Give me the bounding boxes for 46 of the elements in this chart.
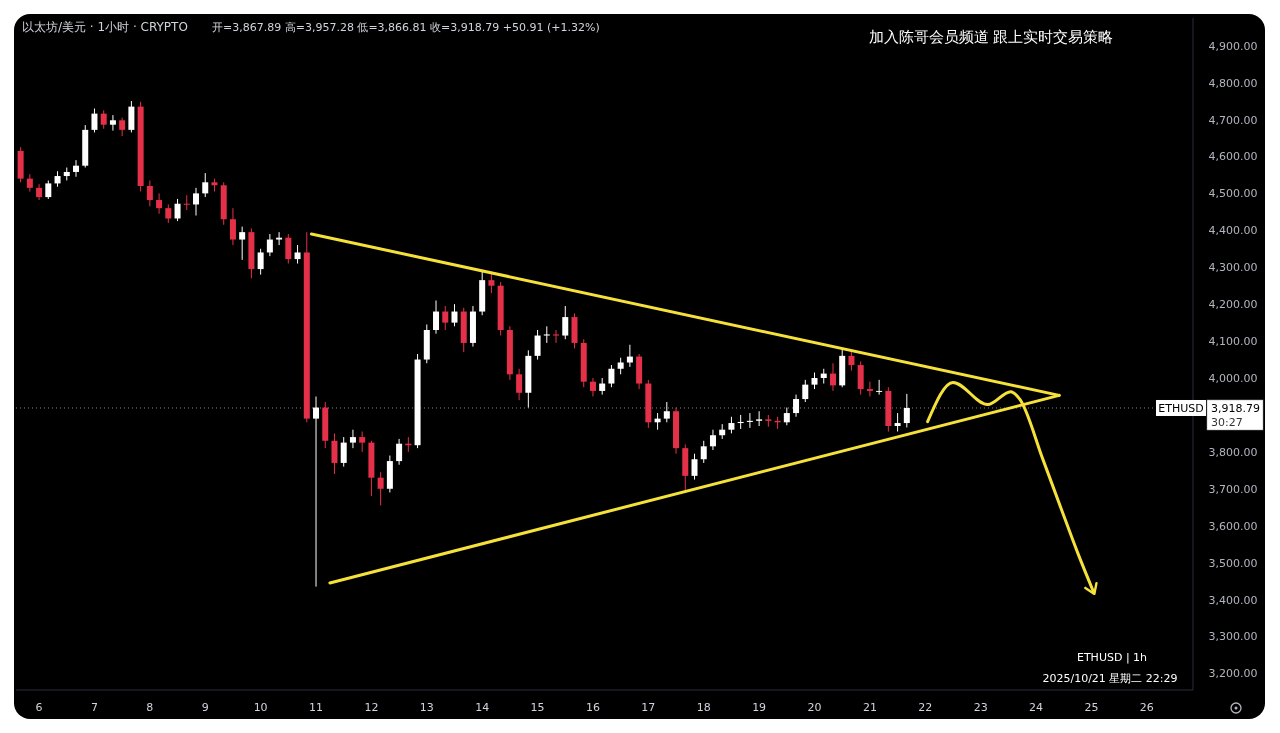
y-tick-label: 4,400.00 bbox=[1208, 224, 1258, 238]
y-tick-label: 4,300.00 bbox=[1208, 261, 1258, 275]
x-tick-label: 14 bbox=[475, 701, 490, 714]
y-tick-label: 4,200.00 bbox=[1208, 298, 1258, 312]
x-tick-label: 6 bbox=[35, 701, 43, 714]
x-tick-label: 16 bbox=[585, 701, 600, 714]
text: 加入陈哥会员频道 跟上实时交易策略 bbox=[868, 28, 1114, 46]
annotation: 开=3,867.89 高=3,957.28 低=3,866.81 收=3,918.79 +50.91 (+1.32%) bbox=[212, 21, 600, 34]
text: 3,918.79 bbox=[1211, 401, 1260, 415]
x-tick-label: 10 bbox=[253, 701, 268, 714]
x-tick-label: 12 bbox=[364, 701, 379, 714]
x-tick-label: 21 bbox=[862, 701, 877, 714]
y-tick-label: 3,800.00 bbox=[1208, 445, 1258, 459]
y-tick-label: 3,200.00 bbox=[1208, 667, 1258, 681]
x-tick-label: 24 bbox=[1029, 701, 1044, 714]
x-tick-label: 17 bbox=[641, 701, 656, 714]
x-tick-label: 11 bbox=[309, 701, 324, 714]
x-tick-label: 13 bbox=[419, 701, 434, 714]
x-tick-label: 7 bbox=[90, 701, 98, 714]
x-tick-label: 19 bbox=[752, 701, 767, 714]
x-tick-label: 18 bbox=[696, 701, 711, 714]
y-tick-label: 4,000.00 bbox=[1208, 372, 1258, 385]
x-tick-label: 26 bbox=[1139, 701, 1154, 714]
ref-line-label: ETHUSD bbox=[1158, 401, 1204, 415]
y-tick-label: 3,300.00 bbox=[1208, 630, 1258, 644]
y-tick-label: 4,500.00 bbox=[1208, 187, 1258, 201]
annotation: ETHUSD | 1h bbox=[1076, 651, 1148, 664]
x-tick-label: 9 bbox=[201, 701, 209, 714]
x-tick-label: 23 bbox=[973, 701, 988, 714]
x-tick-label: 20 bbox=[807, 701, 822, 714]
y-tick-label: 4,100.00 bbox=[1208, 335, 1258, 349]
annotation: 2025/10/21 星期二 22:29 bbox=[1042, 672, 1178, 685]
x-tick-label: 25 bbox=[1084, 701, 1099, 714]
text: 30:27 bbox=[1211, 415, 1243, 429]
y-tick-label: 3,600.00 bbox=[1208, 519, 1258, 533]
y-tick-label: 3,700.00 bbox=[1208, 482, 1258, 496]
y-tick-label: 3,400.00 bbox=[1208, 593, 1258, 607]
y-tick-label: 4,700.00 bbox=[1208, 113, 1258, 127]
y-tick-label: 4,600.00 bbox=[1208, 150, 1258, 164]
y-tick-label: 3,500.00 bbox=[1208, 556, 1258, 570]
x-tick-label: 15 bbox=[530, 701, 545, 714]
y-tick-label: 4,800.00 bbox=[1208, 76, 1258, 90]
x-tick-label: 22 bbox=[918, 701, 933, 714]
chart-title: 以太坊/美元 · 1小时 · CRYPTO bbox=[22, 20, 188, 34]
x-tick-label: 8 bbox=[146, 701, 154, 714]
y-tick-label: 4,900.00 bbox=[1208, 39, 1258, 53]
